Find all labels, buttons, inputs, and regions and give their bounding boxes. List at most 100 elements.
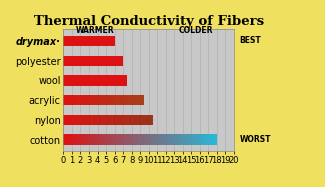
Bar xyxy=(155,134,157,145)
Bar xyxy=(63,36,64,46)
Bar xyxy=(87,36,88,46)
Bar xyxy=(106,134,108,145)
Bar xyxy=(92,95,93,105)
Bar xyxy=(119,56,120,66)
Bar xyxy=(108,115,109,125)
Bar xyxy=(105,56,106,66)
Bar xyxy=(81,115,83,125)
Bar xyxy=(126,115,127,125)
Bar xyxy=(138,95,139,105)
Title: Thermal Conductivity of Fibers: Thermal Conductivity of Fibers xyxy=(33,15,264,28)
Bar xyxy=(98,36,99,46)
Bar xyxy=(111,115,113,125)
Bar xyxy=(173,134,175,145)
Bar xyxy=(104,95,105,105)
Bar xyxy=(144,134,146,145)
Bar xyxy=(127,134,129,145)
Bar xyxy=(122,56,123,66)
Bar xyxy=(65,134,67,145)
Bar xyxy=(80,36,81,46)
Bar xyxy=(67,115,68,125)
Bar xyxy=(63,56,64,66)
Bar xyxy=(144,115,145,125)
Bar xyxy=(99,95,100,105)
Bar xyxy=(118,115,119,125)
Bar xyxy=(87,75,88,85)
Bar xyxy=(91,56,92,66)
Bar xyxy=(132,95,133,105)
Bar xyxy=(81,56,82,66)
Bar xyxy=(83,95,84,105)
Bar xyxy=(73,56,74,66)
Bar xyxy=(103,95,104,105)
Bar xyxy=(134,95,135,105)
Bar xyxy=(96,75,97,85)
Bar xyxy=(96,36,97,46)
Bar xyxy=(64,75,65,85)
Bar xyxy=(107,115,108,125)
Bar xyxy=(178,134,180,145)
Bar xyxy=(71,134,73,145)
Bar xyxy=(111,75,112,85)
Bar xyxy=(121,56,122,66)
Bar xyxy=(180,134,182,145)
Bar xyxy=(111,95,112,105)
Bar xyxy=(97,36,98,46)
Bar xyxy=(85,36,86,46)
Bar xyxy=(91,95,92,105)
Bar xyxy=(113,36,114,46)
Text: WORST: WORST xyxy=(240,135,271,144)
Bar xyxy=(67,36,68,46)
Bar xyxy=(97,115,98,125)
Bar xyxy=(78,115,79,125)
Bar xyxy=(79,115,80,125)
Bar xyxy=(103,56,104,66)
Bar xyxy=(92,56,93,66)
Bar xyxy=(84,95,85,105)
Bar xyxy=(72,36,73,46)
Bar xyxy=(99,56,100,66)
Bar xyxy=(83,115,84,125)
Bar xyxy=(107,75,108,85)
Bar xyxy=(143,95,144,105)
Bar xyxy=(202,134,203,145)
Bar xyxy=(114,115,115,125)
Bar xyxy=(91,115,93,125)
Bar xyxy=(80,56,81,66)
Bar xyxy=(77,95,78,105)
Bar xyxy=(81,75,82,85)
Bar xyxy=(105,75,106,85)
Bar xyxy=(87,95,88,105)
Bar xyxy=(96,115,97,125)
Bar xyxy=(88,115,89,125)
Text: BEST: BEST xyxy=(240,36,261,45)
Bar xyxy=(75,115,76,125)
Bar xyxy=(66,95,68,105)
Bar xyxy=(90,115,91,125)
Text: COLDER: COLDER xyxy=(178,26,213,35)
Bar xyxy=(95,95,96,105)
Bar xyxy=(65,115,66,125)
Bar xyxy=(176,134,178,145)
Bar xyxy=(77,36,78,46)
Bar xyxy=(66,36,67,46)
Bar xyxy=(198,134,200,145)
Bar xyxy=(94,75,95,85)
Bar xyxy=(85,75,86,85)
Bar xyxy=(94,95,95,105)
Bar xyxy=(76,36,77,46)
Bar xyxy=(79,134,81,145)
Bar xyxy=(98,115,99,125)
Bar xyxy=(84,36,85,46)
Bar xyxy=(203,134,205,145)
Bar xyxy=(125,75,126,85)
Bar xyxy=(78,56,79,66)
Bar xyxy=(100,36,101,46)
Bar xyxy=(171,134,173,145)
Bar xyxy=(122,115,123,125)
Bar xyxy=(68,36,69,46)
Bar xyxy=(75,75,76,85)
Bar xyxy=(66,75,67,85)
Bar xyxy=(139,115,141,125)
Bar xyxy=(90,95,91,105)
